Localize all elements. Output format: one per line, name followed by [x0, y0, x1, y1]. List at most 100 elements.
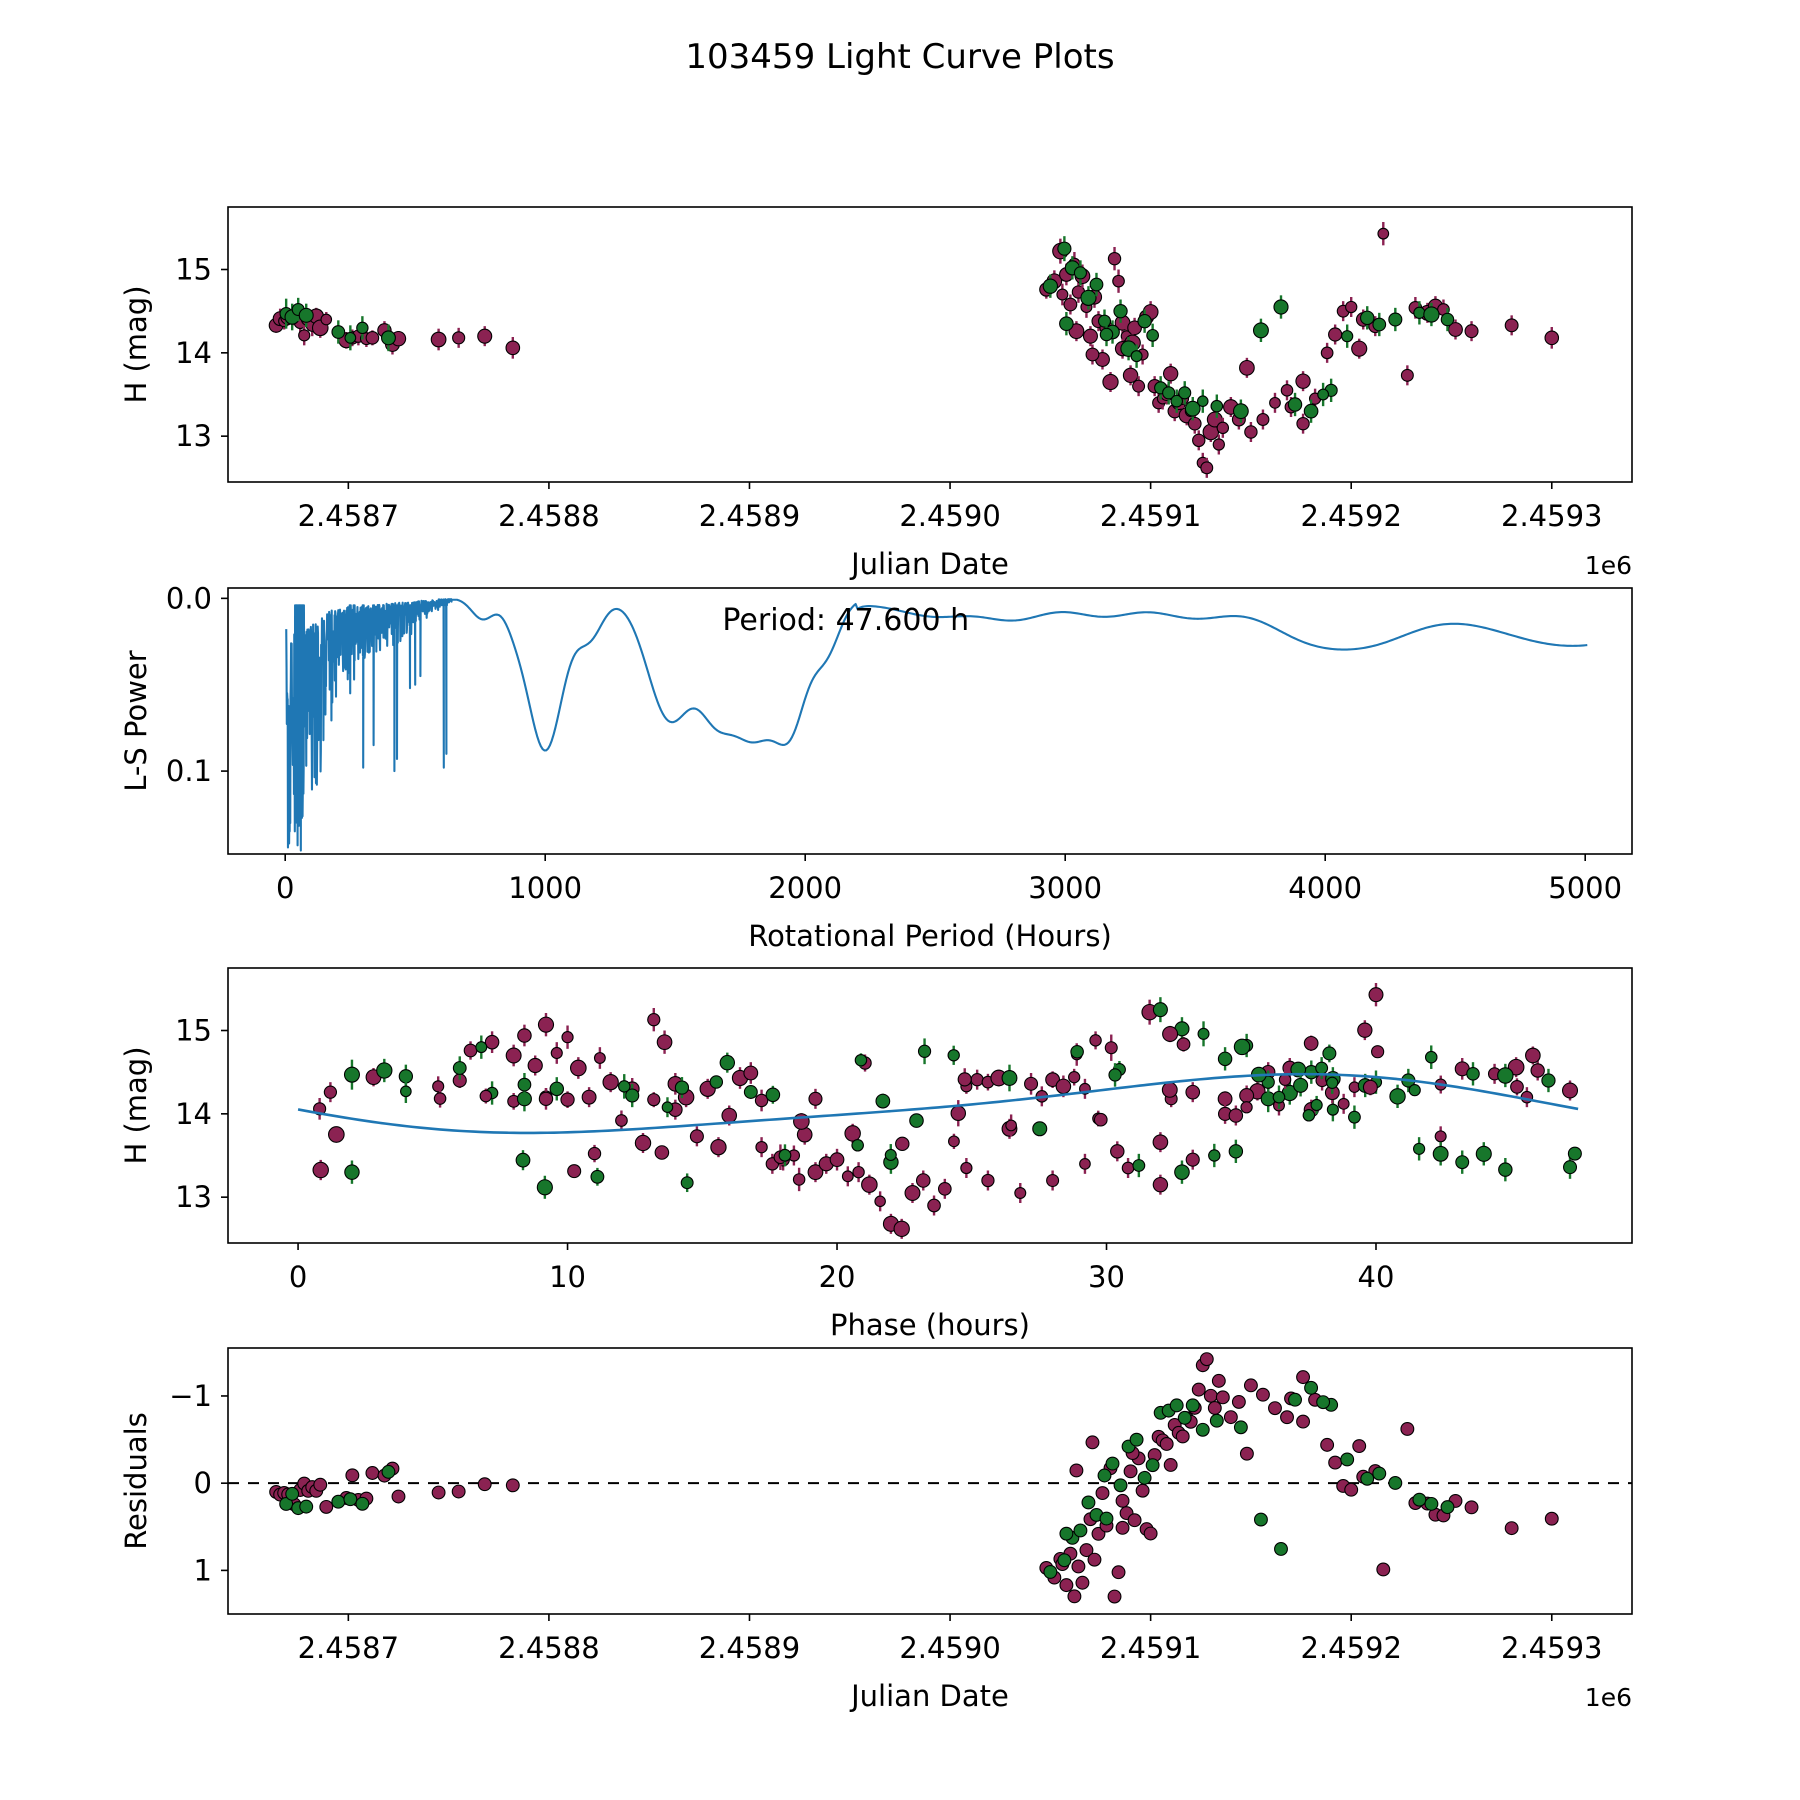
panel-residuals-series_a-point: [1328, 1455, 1343, 1470]
panel-residuals-series_a-point: [1199, 1352, 1214, 1367]
panel-residuals-axes: 2.4587 2.4588 2.4589 2.4590 2.4591 2.4592 2.45…: [119, 1347, 1633, 1713]
panel-phased-series_a-point: [647, 1093, 661, 1107]
panel-lightcurve-series_b-point: [1073, 266, 1087, 280]
panel-lightcurve-series_a-point: [1295, 373, 1311, 389]
panel-lightcurve-series_a-point: [1504, 318, 1519, 333]
panel-phased-series_b-point: [909, 1113, 924, 1128]
panel-residuals-series_a-point: [1544, 1511, 1559, 1526]
panel-phased-series_b-point: [947, 1049, 960, 1062]
panel-phased-series_b-point: [517, 1077, 532, 1092]
panel-phased-series_a-point: [656, 1034, 673, 1051]
panel-phased-series_b-point: [343, 1066, 360, 1083]
panel-lightcurve-series_b-point: [1130, 350, 1143, 363]
panel-lightcurve-series_a-point: [1296, 416, 1310, 431]
panel-phased-series_b-point: [376, 1062, 393, 1079]
panel-phased-series_a-point: [433, 1092, 447, 1105]
panel-residuals-series_a-point: [319, 1499, 334, 1514]
panel-phased-axes: 0 10 20 30 40 15 14 13 Phase (hours) H (mag): [119, 967, 1633, 1342]
panel-phased-series_a-point: [479, 1089, 493, 1103]
panel-phased-series_a-point: [505, 1047, 522, 1064]
panel-phased-series_a-point: [1089, 1034, 1102, 1047]
panel-residuals-series_a-point: [1211, 1373, 1226, 1388]
panel-lightcurve-series_b-point: [1440, 312, 1455, 327]
panel-phased-series_b-point: [1475, 1145, 1492, 1162]
panel-periodogram-axes: 0 1000 2000 3000 4000 5000 0.0 0.1 Rotational Pe…: [119, 581, 1633, 953]
panel-lightcurve-series_a-point: [1544, 330, 1560, 346]
panel-residuals-xticklabel: 2.4588: [498, 1631, 599, 1665]
panel-residuals-xticklabel: 2.4592: [1300, 1631, 1401, 1665]
panel-phased-series_b-point: [1302, 1108, 1316, 1122]
panel-phased-series_b-point: [1348, 1110, 1361, 1124]
panel-phased-series_a-point: [754, 1093, 769, 1108]
panel-phased-series_a-point: [634, 1134, 652, 1152]
panel-lightcurve-series_b-point: [1146, 328, 1160, 342]
panel-lightcurve-series_a-point: [1085, 347, 1100, 362]
panel-phased-series_a-point: [1217, 1091, 1233, 1107]
panel-residuals-series_a-point: [1115, 1493, 1130, 1508]
panel-lightcurve-series_a-point: [1328, 327, 1343, 342]
panel-phased-series_a-point: [1152, 1134, 1169, 1150]
panel-phased-series_a-point: [1046, 1173, 1060, 1188]
panel-residuals-series_a-point: [1320, 1437, 1335, 1452]
panel-residuals-series_a-point: [1107, 1589, 1122, 1604]
panel-phased-series_b-point: [680, 1176, 694, 1190]
panel-phased-series_a-point: [1093, 1112, 1108, 1127]
panel-periodogram-xticklabel: 0: [276, 871, 294, 905]
panel-residuals-series_a-point: [1243, 1378, 1258, 1393]
panel-phased-ylabel: H (mag): [119, 1046, 153, 1164]
panel-residuals-series_b-point: [1073, 1523, 1088, 1538]
panel-periodogram-xticklabel: 1000: [508, 871, 582, 905]
panel-phased-series_a-point: [1176, 1037, 1191, 1052]
panel-phased-series_a-point: [1024, 1076, 1039, 1091]
panel-phased-series_b-point: [1293, 1077, 1309, 1093]
panel-phased-data: [297, 983, 1582, 1239]
panel-lightcurve-series_b-point: [1287, 397, 1303, 412]
panel-residuals-series_b-point: [1388, 1476, 1403, 1490]
panel-phased-series_b-point: [917, 1044, 932, 1058]
panel-residuals-series_b-point: [1081, 1495, 1096, 1510]
panel-residuals-series_b-point: [1412, 1492, 1427, 1507]
panel-lightcurve-series_b-point: [1057, 241, 1072, 256]
panel-residuals-series_a-point: [1175, 1429, 1190, 1444]
panel-lightcurve-series_a-point: [1192, 433, 1206, 448]
panel-residuals-series_a-point: [1071, 1559, 1086, 1574]
panel-phased-series_a-point: [1228, 1108, 1244, 1123]
panel-phased-series_b-point: [1326, 1103, 1339, 1116]
panel-periodogram-period-annotation: Period: 47.600 h: [722, 603, 969, 638]
panel-lightcurve-xaxis-offset: 1e6: [1585, 551, 1632, 580]
panel-phased-series_a-point: [1530, 1063, 1545, 1078]
panel-residuals-frame: [227, 1347, 1633, 1615]
panel-phased-xticklabel: 40: [1358, 1260, 1395, 1294]
panel-lightcurve-axes: 2.4587 2.4588 2.4589 2.4590 2.4591 2.4592 2.45…: [119, 206, 1633, 581]
panel-periodogram-frame: [227, 587, 1633, 855]
panel-phased-series_b-point: [1497, 1067, 1514, 1084]
panel-residuals-series_a-point: [1296, 1414, 1311, 1429]
panel-phased-series_a-point: [927, 1198, 941, 1213]
panel-phased-series_b-point: [549, 1081, 565, 1097]
panel-lightcurve-series_a-point: [1082, 328, 1098, 344]
panel-residuals-series_b-point: [1185, 1398, 1200, 1413]
panel-phased-series_a-point: [1079, 1157, 1091, 1170]
panel-residuals-series_b-point: [1288, 1392, 1302, 1407]
panel-phased-series_a-point: [323, 1085, 338, 1099]
panel-residuals-yticklabel: −1: [169, 1379, 212, 1413]
panel-residuals-series_b-point: [1177, 1410, 1192, 1425]
panel-phased-series_a-point: [550, 1046, 563, 1060]
panel-lightcurve-series_a-point: [1200, 461, 1214, 475]
panel-phased-series_b-point: [1326, 1076, 1339, 1089]
panel-residuals-series_a-point: [451, 1484, 466, 1499]
panel-phased-series_b-point: [344, 1164, 360, 1180]
panel-lightcurve-series_a-point: [1269, 396, 1281, 409]
panel-residuals-yticklabel: 0: [194, 1466, 212, 1500]
panel-phased-series_a-point: [948, 1135, 960, 1148]
panel-residuals-series_a-point: [1191, 1382, 1206, 1397]
panel-phased-series_b-point: [1322, 1046, 1337, 1061]
panel-residuals-series_a-point: [1203, 1388, 1218, 1403]
panel-phased-series_a-point: [1152, 1176, 1169, 1193]
panel-lightcurve-xticklabel: 2.4591: [1100, 499, 1201, 533]
panel-lightcurve-series_b-point: [1210, 399, 1224, 413]
panel-lightcurve-series_a-point: [452, 331, 466, 345]
panel-residuals-series_b-point: [1195, 1422, 1210, 1437]
panel-residuals-series_a-point: [1115, 1520, 1130, 1535]
